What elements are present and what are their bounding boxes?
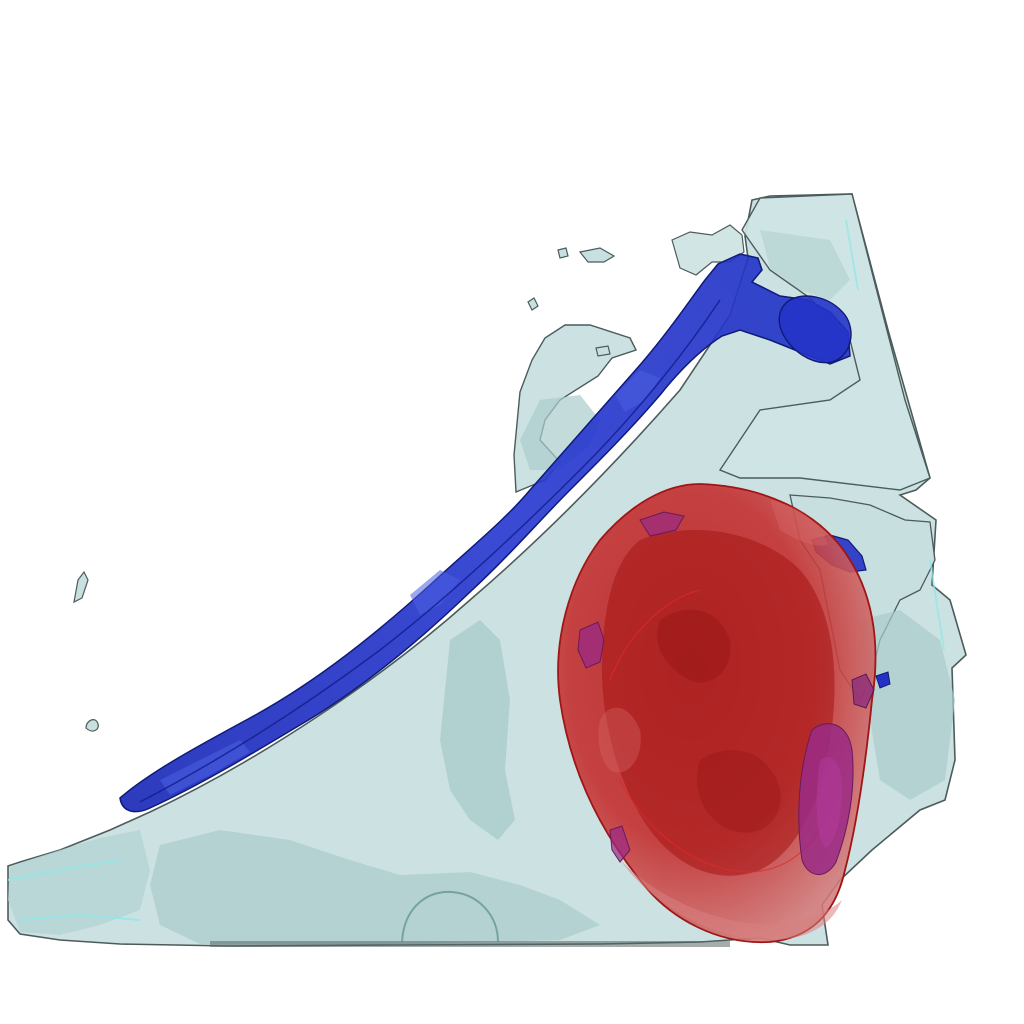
tissue-speck-5 bbox=[557, 247, 569, 259]
vessel-fragment-small bbox=[875, 671, 891, 689]
tissue-shadow-cap bbox=[760, 230, 850, 300]
mass-texture-2 bbox=[696, 750, 781, 833]
mass-rim-lower bbox=[620, 860, 842, 941]
inclusion-right-inner bbox=[816, 757, 842, 848]
tissue-shadow-left bbox=[8, 830, 150, 935]
inclusion-bottom bbox=[609, 825, 631, 863]
mass-inner-core bbox=[601, 530, 835, 876]
tissue-shadow-bottom bbox=[150, 830, 600, 944]
vessel-highlight-upper bbox=[615, 370, 660, 412]
mass bbox=[557, 483, 877, 944]
tissue-speck-4 bbox=[527, 297, 539, 311]
tissue-speck-6 bbox=[595, 345, 611, 357]
tissue-cyan-edge-right bbox=[845, 219, 945, 651]
tissue-cyan-edge-left bbox=[7, 859, 141, 921]
tissue-circle-imprint bbox=[401, 890, 499, 943]
mass-inclusions bbox=[577, 511, 875, 875]
tissue-speck-2 bbox=[85, 719, 99, 732]
inclusion-left bbox=[577, 621, 605, 669]
vessel-highlight-mid bbox=[410, 570, 460, 615]
inclusion-top bbox=[639, 511, 685, 537]
vessel-ridge bbox=[139, 299, 721, 803]
mass-texture-1 bbox=[657, 609, 731, 683]
mass-texture-4 bbox=[770, 500, 828, 546]
tissue-shadow-right bbox=[860, 610, 955, 800]
vessel-highlight-lower bbox=[160, 740, 250, 795]
tissue-apex-fringe bbox=[671, 224, 745, 276]
tissue-speck-3 bbox=[578, 247, 616, 263]
mass-texture-3 bbox=[598, 707, 641, 773]
vessel-bulb bbox=[778, 295, 852, 364]
tissue-shadow-center bbox=[440, 620, 515, 840]
inclusion-right-upper bbox=[851, 673, 875, 709]
tissue-speck-1 bbox=[73, 570, 89, 604]
